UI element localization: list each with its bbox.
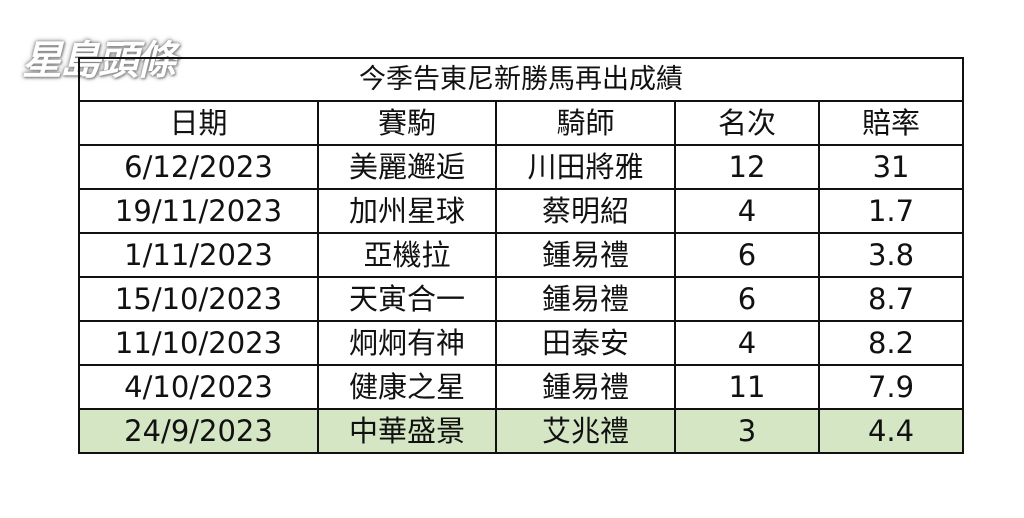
cell-odds: 4.4 <box>817 408 965 454</box>
cell-date: 4/10/2023 <box>78 364 319 410</box>
cell-horse: 加州星球 <box>317 188 497 234</box>
cell-jockey: 蔡明紹 <box>495 188 676 234</box>
cell-horse: 中華盛景 <box>317 408 497 454</box>
cell-horse: 健康之星 <box>317 364 497 410</box>
cell-odds: 8.2 <box>817 320 965 366</box>
cell-jockey: 鍾易禮 <box>495 276 676 322</box>
cell-odds: 1.7 <box>817 188 965 234</box>
cell-placing: 6 <box>674 232 820 278</box>
cell-date: 6/12/2023 <box>78 144 319 190</box>
header-odds: 賠率 <box>817 100 965 146</box>
cell-date: 19/11/2023 <box>78 188 319 234</box>
cell-jockey: 鍾易禮 <box>495 364 676 410</box>
header-date: 日期 <box>78 100 319 146</box>
cell-date: 1/11/2023 <box>78 232 319 278</box>
cell-horse: 天寅合一 <box>317 276 497 322</box>
cell-placing: 6 <box>674 276 820 322</box>
table-row: 1/11/2023 亞機拉 鍾易禮 6 3.8 <box>78 232 965 278</box>
header-placing: 名次 <box>674 100 820 146</box>
cell-horse: 亞機拉 <box>317 232 497 278</box>
cell-placing: 4 <box>674 188 820 234</box>
cell-placing: 3 <box>674 408 820 454</box>
table-header-row: 日期 賽駒 騎師 名次 賠率 <box>78 100 965 146</box>
cell-date: 15/10/2023 <box>78 276 319 322</box>
header-jockey: 騎師 <box>495 100 676 146</box>
cell-date: 24/9/2023 <box>78 408 319 454</box>
cell-jockey: 鍾易禮 <box>495 232 676 278</box>
table-row: 19/11/2023 加州星球 蔡明紹 4 1.7 <box>78 188 965 234</box>
cell-placing: 12 <box>674 144 820 190</box>
cell-jockey: 川田將雅 <box>495 144 676 190</box>
cell-jockey: 田泰安 <box>495 320 676 366</box>
cell-odds: 7.9 <box>817 364 965 410</box>
cell-placing: 11 <box>674 364 820 410</box>
cell-horse: 美麗邂逅 <box>317 144 497 190</box>
cell-odds: 3.8 <box>817 232 965 278</box>
cell-odds: 8.7 <box>817 276 965 322</box>
results-table: 今季告東尼新勝馬再出成績 日期 賽駒 騎師 名次 賠率 6/12/2023 美麗邂… <box>77 57 965 454</box>
table-title: 今季告東尼新勝馬再出成績 <box>77 57 965 102</box>
table-row: 11/10/2023 炯炯有神 田泰安 4 8.2 <box>78 320 965 366</box>
cell-jockey: 艾兆禮 <box>495 408 676 454</box>
table-row: 4/10/2023 健康之星 鍾易禮 11 7.9 <box>78 364 965 410</box>
cell-date: 11/10/2023 <box>78 320 319 366</box>
table-row: 6/12/2023 美麗邂逅 川田將雅 12 31 <box>78 144 965 190</box>
cell-placing: 4 <box>674 320 820 366</box>
cell-horse: 炯炯有神 <box>317 320 497 366</box>
table-title-row: 今季告東尼新勝馬再出成績 <box>77 57 965 102</box>
cell-odds: 31 <box>817 144 965 190</box>
table-row: 24/9/2023 中華盛景 艾兆禮 3 4.4 <box>78 408 965 454</box>
table-row: 15/10/2023 天寅合一 鍾易禮 6 8.7 <box>78 276 965 322</box>
header-horse: 賽駒 <box>317 100 497 146</box>
